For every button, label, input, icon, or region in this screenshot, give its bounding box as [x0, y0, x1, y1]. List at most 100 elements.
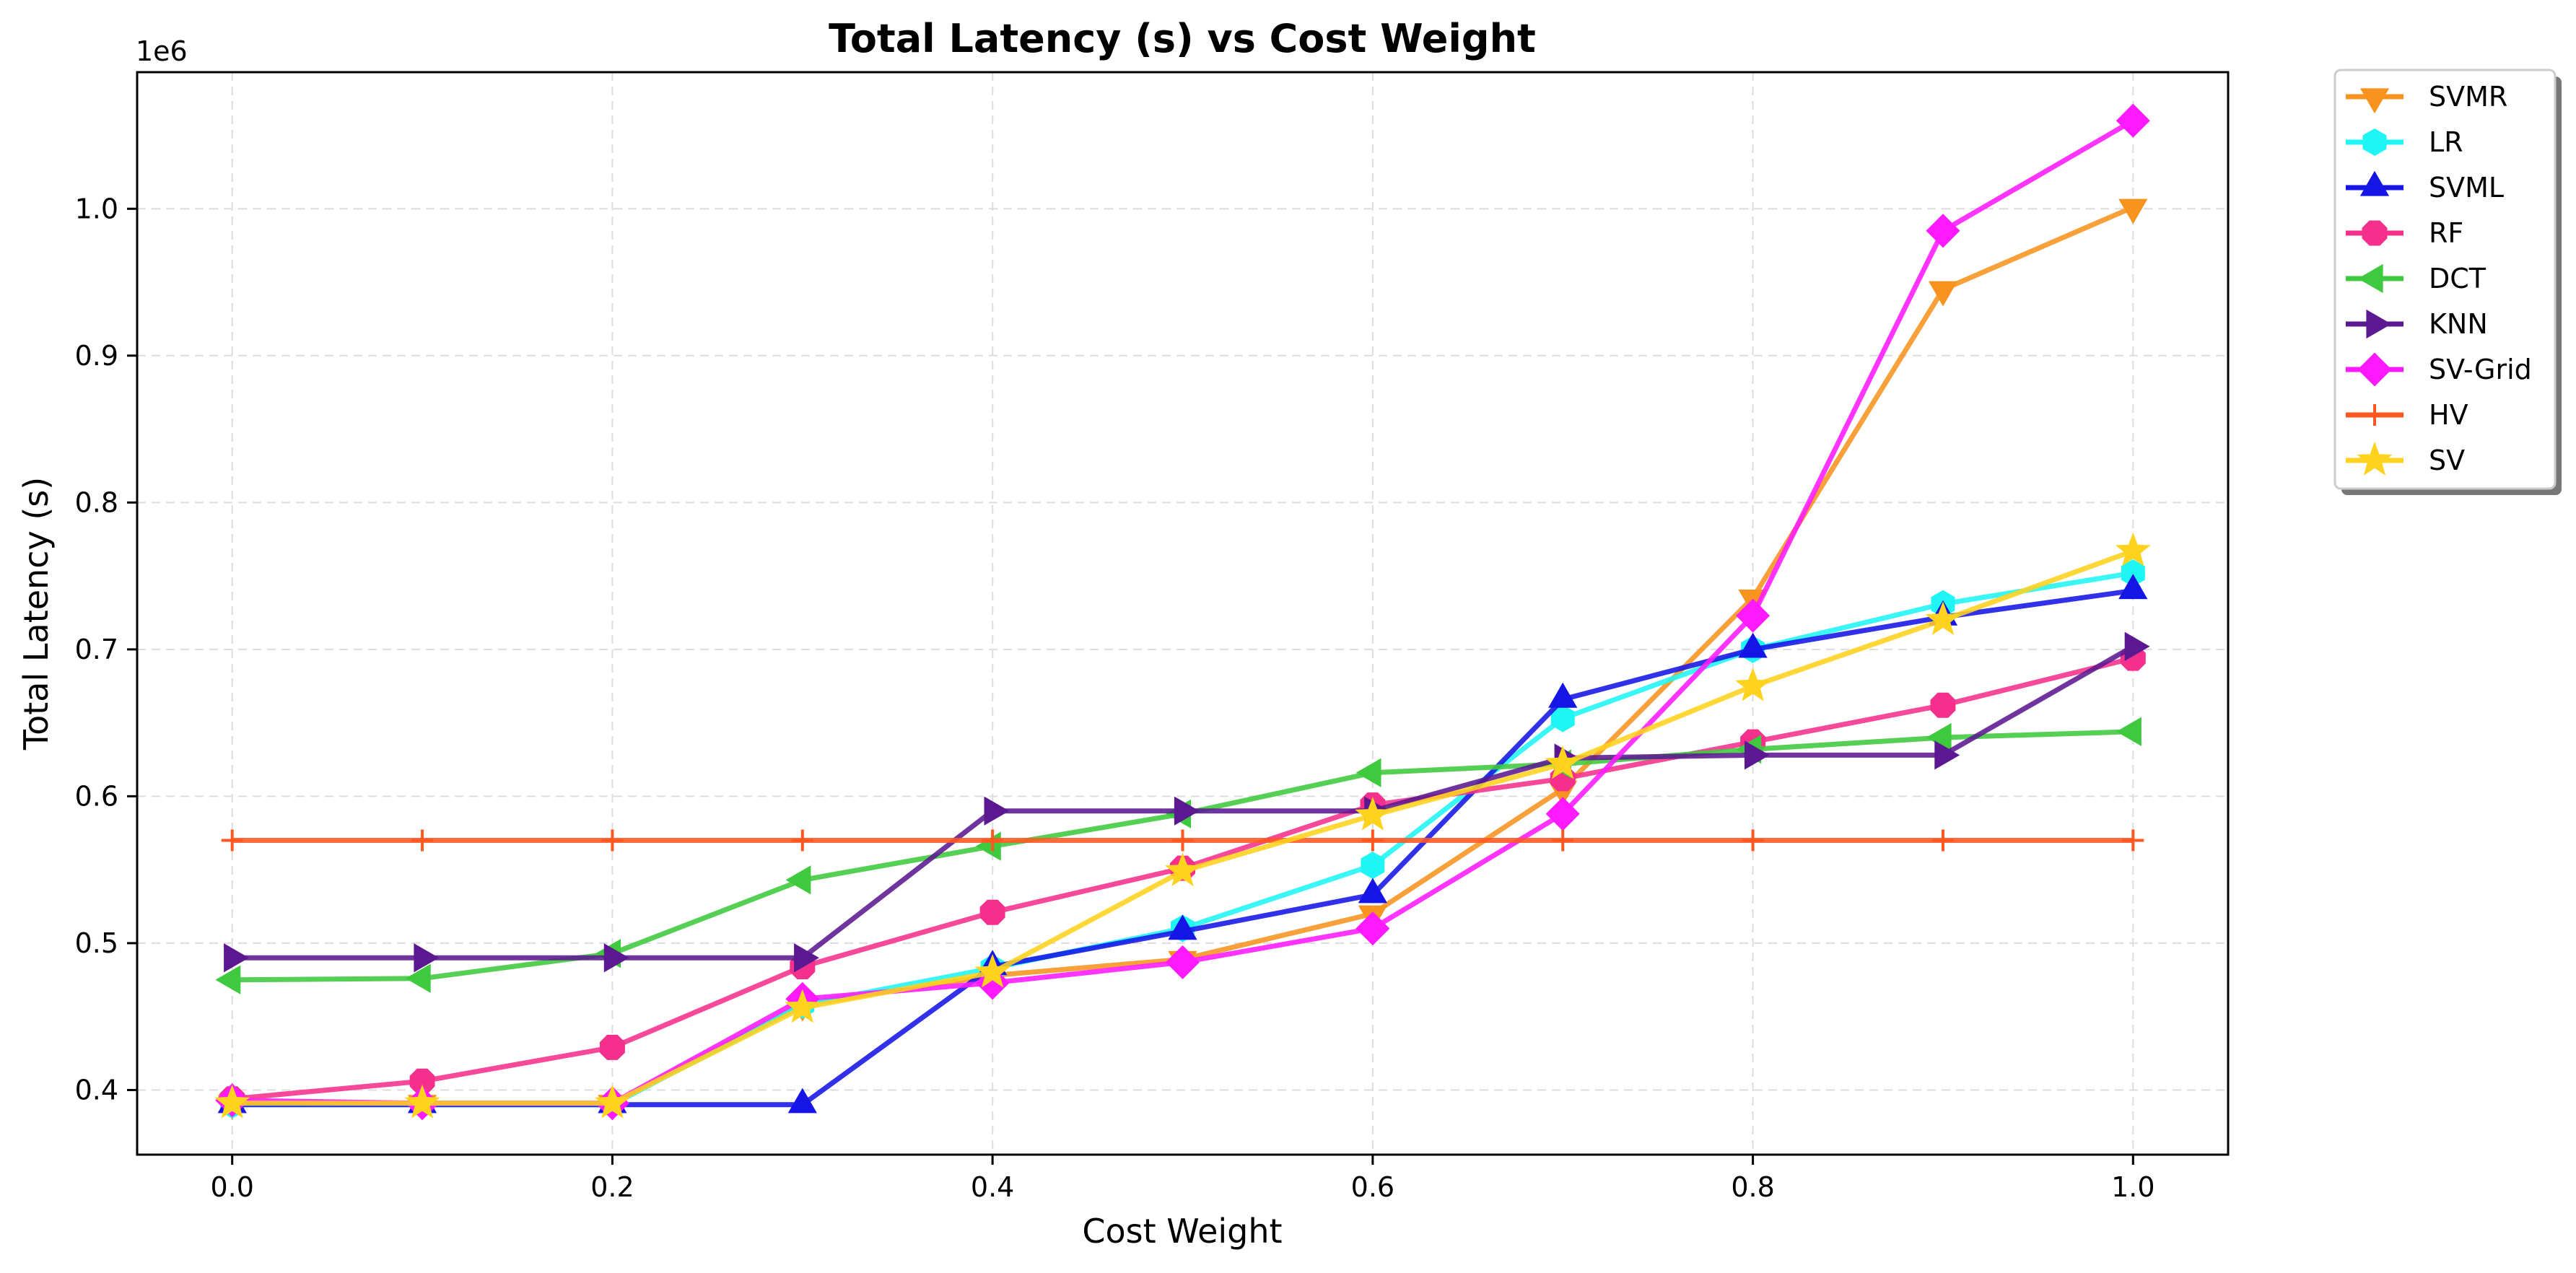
- marker-star: [404, 1084, 440, 1119]
- series-sv: [214, 532, 2151, 1119]
- marker-star: [594, 1084, 630, 1119]
- legend-label: LR: [2429, 126, 2463, 158]
- marker-triangle-left: [2357, 263, 2383, 294]
- marker-diamond: [2116, 103, 2150, 138]
- x-tick-label: 0.2: [590, 1171, 634, 1203]
- marker-octagon: [2362, 220, 2388, 246]
- marker-triangle-right: [984, 796, 1010, 826]
- legend-item: SV-Grid: [2346, 352, 2532, 387]
- marker-triangle-left: [785, 865, 811, 895]
- marker-octagon: [599, 1034, 625, 1060]
- marker-triangle-up: [1548, 682, 1578, 708]
- marker-diamond: [1355, 911, 1390, 946]
- marker-triangle-up: [2359, 170, 2390, 196]
- legend-frame: [2333, 69, 2557, 490]
- marker-plus: [1931, 829, 1954, 852]
- marker-plus: [221, 829, 243, 852]
- marker-triangle-down: [1928, 281, 1958, 307]
- axis-ticks: 0.0 0.2 0.4 0.6 0.8 1.0 0.4 0.5 0.6 0.7 0.8 0.9 1.0: [75, 193, 2155, 1203]
- legend-item: KNN: [2346, 308, 2488, 340]
- marker-star: [1545, 745, 1581, 779]
- legend-item: SVML: [2346, 170, 2504, 204]
- legend-item: SVMR: [2346, 81, 2507, 114]
- marker-plus: [982, 829, 1004, 852]
- marker-plus: [2364, 404, 2385, 426]
- marker-triangle-right: [2124, 631, 2150, 661]
- marker-triangle-right: [1934, 740, 1960, 770]
- series-layer: [214, 103, 2151, 1121]
- marker-triangle-right: [794, 943, 820, 973]
- y-tick-label: 1.0: [75, 193, 118, 224]
- legend-label: SVML: [2429, 172, 2504, 204]
- legend-items: SVMR LR SVML RF DCT KNN SV-Grid HV SV: [2346, 81, 2532, 476]
- y-tick-label: 0.5: [75, 927, 118, 959]
- y-tick-label: 0.9: [75, 340, 118, 372]
- marker-plus: [1171, 829, 1194, 852]
- legend-item: SV: [2346, 442, 2465, 476]
- x-axis-label: Cost Weight: [1082, 1212, 1282, 1251]
- marker-star: [974, 953, 1010, 988]
- marker-diamond: [1165, 945, 1200, 979]
- legend-label: SV-Grid: [2429, 354, 2532, 385]
- marker-triangle-right: [1745, 740, 1770, 770]
- x-tick-label: 1.0: [2111, 1171, 2154, 1203]
- legend-item: LR: [2346, 126, 2463, 158]
- marker-triangle-left: [2116, 717, 2141, 746]
- marker-triangle-up: [1358, 878, 1388, 904]
- marker-triangle-right: [414, 943, 440, 973]
- legend-label: SV: [2429, 445, 2465, 476]
- x-tick-label: 0.4: [971, 1171, 1014, 1203]
- marker-star: [1925, 601, 1961, 636]
- marker-triangle-down: [2118, 198, 2148, 224]
- marker-triangle-left: [405, 963, 431, 993]
- marker-triangle-down: [2359, 88, 2390, 114]
- legend: SVMR LR SVML RF DCT KNN SV-Grid HV SV: [2333, 69, 2562, 495]
- marker-plus: [1552, 829, 1574, 852]
- x-tick-label: 0.0: [210, 1171, 253, 1203]
- marker-plus: [601, 829, 624, 852]
- marker-plus: [1361, 829, 1384, 852]
- legend-label: RF: [2429, 217, 2463, 249]
- legend-item: HV: [2346, 399, 2468, 431]
- marker-diamond: [1926, 214, 1960, 248]
- marker-triangle-right: [603, 943, 629, 973]
- y-tick-label: 0.8: [75, 486, 118, 518]
- marker-diamond: [2357, 352, 2392, 387]
- y-tick-label: 0.6: [75, 780, 118, 812]
- x-tick-label: 0.6: [1351, 1171, 1394, 1203]
- y-axis-label: Total Latency (s): [17, 477, 56, 751]
- marker-plus: [411, 829, 434, 852]
- marker-plus: [1742, 829, 1764, 852]
- marker-star: [2357, 442, 2393, 476]
- marker-diamond: [1736, 598, 1771, 633]
- legend-label: DCT: [2429, 263, 2487, 294]
- marker-triangle-left: [1355, 758, 1381, 787]
- legend-label: HV: [2429, 399, 2468, 431]
- grid: [137, 72, 2228, 1155]
- marker-triangle-right: [224, 943, 249, 973]
- marker-hexagon: [2362, 128, 2387, 156]
- legend-item: DCT: [2346, 263, 2487, 294]
- marker-triangle-right: [1174, 796, 1200, 826]
- marker-triangle-left: [215, 965, 241, 994]
- marker-star: [1164, 852, 1201, 887]
- marker-octagon: [1930, 692, 1956, 718]
- marker-star: [785, 989, 821, 1023]
- legend-item: RF: [2346, 217, 2463, 249]
- marker-star: [1355, 797, 1391, 831]
- chart-title: Total Latency (s) vs Cost Weight: [829, 16, 1536, 61]
- marker-octagon: [979, 899, 1005, 925]
- marker-triangle-up: [1738, 632, 1768, 658]
- marker-triangle-right: [2366, 309, 2392, 339]
- legend-label: KNN: [2429, 308, 2488, 340]
- marker-hexagon: [1361, 852, 1385, 880]
- y-offset-label: 1e6: [136, 35, 188, 67]
- marker-star: [2115, 532, 2151, 566]
- x-tick-label: 0.8: [1731, 1171, 1774, 1203]
- y-tick-label: 0.7: [75, 634, 118, 665]
- series-hv: [221, 829, 2144, 852]
- marker-triangle-up: [1168, 914, 1197, 940]
- legend-label: SVMR: [2429, 81, 2507, 113]
